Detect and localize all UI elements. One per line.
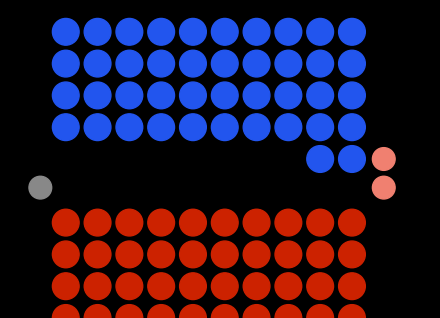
Circle shape: [307, 146, 334, 172]
Circle shape: [148, 305, 175, 318]
Circle shape: [148, 50, 175, 77]
Circle shape: [180, 18, 206, 45]
Circle shape: [84, 82, 111, 109]
Circle shape: [180, 241, 206, 268]
Circle shape: [116, 114, 143, 141]
Circle shape: [116, 241, 143, 268]
Circle shape: [339, 305, 365, 318]
Circle shape: [148, 273, 175, 300]
Circle shape: [84, 50, 111, 77]
Circle shape: [275, 82, 302, 109]
Circle shape: [307, 305, 334, 318]
Circle shape: [243, 241, 270, 268]
Circle shape: [84, 273, 111, 300]
Circle shape: [148, 82, 175, 109]
Circle shape: [243, 114, 270, 141]
Circle shape: [275, 18, 302, 45]
Circle shape: [243, 273, 270, 300]
Circle shape: [180, 209, 206, 236]
Circle shape: [116, 273, 143, 300]
Circle shape: [339, 50, 365, 77]
Circle shape: [116, 50, 143, 77]
Circle shape: [211, 241, 238, 268]
Circle shape: [180, 114, 206, 141]
Circle shape: [243, 305, 270, 318]
Circle shape: [180, 273, 206, 300]
Circle shape: [148, 241, 175, 268]
Circle shape: [116, 305, 143, 318]
Circle shape: [29, 176, 51, 199]
Circle shape: [339, 273, 365, 300]
Circle shape: [84, 209, 111, 236]
Circle shape: [116, 209, 143, 236]
Circle shape: [339, 209, 365, 236]
Circle shape: [243, 18, 270, 45]
Circle shape: [84, 18, 111, 45]
Circle shape: [243, 82, 270, 109]
Circle shape: [307, 273, 334, 300]
Circle shape: [180, 305, 206, 318]
Circle shape: [84, 305, 111, 318]
Circle shape: [275, 50, 302, 77]
Circle shape: [211, 273, 238, 300]
Circle shape: [52, 18, 79, 45]
Circle shape: [339, 82, 365, 109]
Circle shape: [307, 114, 334, 141]
Circle shape: [307, 50, 334, 77]
Circle shape: [116, 82, 143, 109]
Circle shape: [211, 82, 238, 109]
Circle shape: [372, 148, 395, 170]
Circle shape: [211, 50, 238, 77]
Circle shape: [84, 114, 111, 141]
Circle shape: [339, 18, 365, 45]
Circle shape: [339, 146, 365, 172]
Circle shape: [116, 18, 143, 45]
Circle shape: [307, 209, 334, 236]
Circle shape: [52, 305, 79, 318]
Circle shape: [52, 82, 79, 109]
Circle shape: [275, 241, 302, 268]
Circle shape: [52, 241, 79, 268]
Circle shape: [243, 50, 270, 77]
Circle shape: [52, 209, 79, 236]
Circle shape: [180, 50, 206, 77]
Circle shape: [307, 18, 334, 45]
Circle shape: [307, 82, 334, 109]
Circle shape: [372, 176, 395, 199]
Circle shape: [148, 114, 175, 141]
Circle shape: [180, 82, 206, 109]
Circle shape: [52, 273, 79, 300]
Circle shape: [84, 241, 111, 268]
Circle shape: [211, 18, 238, 45]
Circle shape: [275, 114, 302, 141]
Circle shape: [211, 114, 238, 141]
Circle shape: [148, 209, 175, 236]
Circle shape: [339, 114, 365, 141]
Circle shape: [307, 241, 334, 268]
Circle shape: [339, 241, 365, 268]
Circle shape: [211, 305, 238, 318]
Circle shape: [52, 114, 79, 141]
Circle shape: [243, 209, 270, 236]
Circle shape: [148, 18, 175, 45]
Circle shape: [275, 273, 302, 300]
Circle shape: [52, 50, 79, 77]
Circle shape: [275, 305, 302, 318]
Circle shape: [275, 209, 302, 236]
Circle shape: [211, 209, 238, 236]
